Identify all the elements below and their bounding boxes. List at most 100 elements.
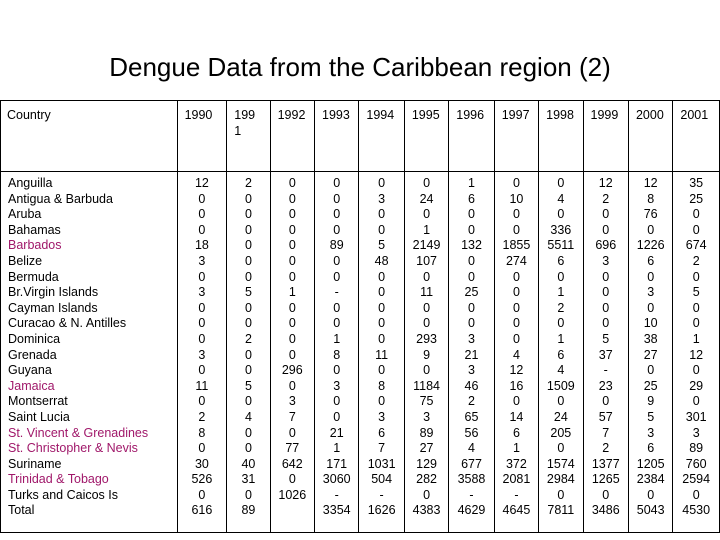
year-column: 0 0 0 0 89 0 0-0 0 1 8 0 3 0 0 21 1 171 3060-3354 bbox=[315, 172, 358, 519]
cell-value: 3 bbox=[602, 253, 610, 268]
cell-value: 1031 bbox=[367, 456, 396, 471]
cell-value: 0 bbox=[602, 394, 610, 409]
cell-value: 0 bbox=[378, 207, 386, 222]
cell-value: 3 bbox=[198, 347, 206, 362]
cell-value: - bbox=[514, 487, 519, 502]
cell-value: 0 bbox=[647, 269, 655, 284]
cell-value: 0 bbox=[378, 222, 386, 237]
cell-value: 0 bbox=[198, 331, 206, 346]
cell-value: 0 bbox=[557, 487, 565, 502]
cell-value: 2 bbox=[602, 191, 610, 206]
header-year: 1992 bbox=[277, 108, 306, 122]
cell-value: 0 bbox=[647, 487, 655, 502]
cell-value: 504 bbox=[371, 472, 393, 487]
country-name: Dominica bbox=[8, 331, 61, 346]
cell-value: 0 bbox=[198, 269, 206, 284]
cell-value: 23 bbox=[598, 378, 613, 393]
data-row: Anguilla Antigua & Barbuda Aruba Bahamas Bar… bbox=[0, 171, 720, 533]
cell-value: 0 bbox=[288, 316, 296, 331]
cell-value: 0 bbox=[692, 207, 700, 222]
cell-value: 89 bbox=[689, 441, 704, 456]
cell-value: 0 bbox=[557, 207, 565, 222]
cell-value: 5 bbox=[244, 285, 252, 300]
cell-value: 0 bbox=[468, 207, 475, 222]
country-name: Jamaica bbox=[8, 378, 55, 393]
cell-value: 2384 bbox=[636, 472, 665, 487]
cell-value: 0 bbox=[692, 300, 700, 315]
country-name: Total bbox=[8, 503, 35, 518]
cell-value: 0 bbox=[244, 487, 252, 502]
cell-value: 0 bbox=[288, 472, 296, 487]
cell-value: 75 bbox=[419, 394, 434, 409]
dengue-table: Country 1990 199 1 1992 1993 1994 1995 1… bbox=[0, 100, 720, 533]
cell-value: 171 bbox=[326, 456, 348, 471]
cell-value: 6 bbox=[557, 347, 565, 362]
cell-value: 21 bbox=[329, 425, 344, 440]
cell-value: 1377 bbox=[591, 456, 620, 471]
cell-value: 0 bbox=[692, 487, 700, 502]
slide-title: Dengue Data from the Caribbean region (2… bbox=[109, 52, 611, 82]
country-name: Curacao & N. Antilles bbox=[8, 316, 127, 331]
cell-value: 0 bbox=[333, 253, 341, 268]
cell-value: 10 bbox=[509, 191, 524, 206]
cell-value: 25 bbox=[464, 285, 479, 300]
cell-value: 760 bbox=[685, 456, 707, 471]
cell-value: 1 bbox=[333, 441, 341, 456]
cell-value: 12 bbox=[689, 347, 704, 362]
cell-value: 7 bbox=[602, 425, 610, 440]
cell-value: 3 bbox=[468, 331, 475, 346]
cell-value: 3 bbox=[198, 285, 206, 300]
cell-value: 3 bbox=[647, 425, 655, 440]
cell-value: 38 bbox=[643, 331, 658, 346]
cell-value: 0 bbox=[288, 347, 296, 362]
cell-value: 0 bbox=[378, 363, 386, 378]
cell-value: 0 bbox=[468, 300, 475, 315]
cell-value: 3 bbox=[468, 363, 475, 378]
cell-value: 3486 bbox=[591, 503, 620, 518]
cell-value: 0 bbox=[423, 176, 431, 190]
cell-value: 0 bbox=[692, 316, 700, 331]
header-country: Country bbox=[7, 108, 51, 122]
year-column: 1 6 0 0 132 0 0 25 0 0 3 21 3 46 2 65 56 4 677 3588-4629 bbox=[449, 172, 493, 519]
cell-value: 274 bbox=[505, 253, 527, 268]
cell-value: 0 bbox=[198, 441, 206, 456]
cell-value: 4383 bbox=[412, 503, 441, 518]
cell-value: 0 bbox=[378, 331, 386, 346]
cell-value: 1 bbox=[468, 176, 475, 190]
year-column: 12 8 76 0 1226 6 0 3 0 10 38 27 0 25 9 5 3 6 1205 2384 0 5043 bbox=[629, 172, 672, 519]
cell-value: 3 bbox=[378, 409, 386, 424]
cell-value: 10 bbox=[643, 316, 658, 331]
cell-value: 89 bbox=[241, 503, 256, 518]
header-year: 1994 bbox=[366, 108, 395, 122]
header-year: 1999 bbox=[590, 108, 619, 122]
cell-value: 0 bbox=[288, 331, 296, 346]
cell-value: 0 bbox=[557, 316, 565, 331]
cell-value: 0 bbox=[647, 300, 655, 315]
cell-value: 7 bbox=[378, 441, 386, 456]
cell-value: 0 bbox=[333, 316, 341, 331]
cell-value: 56 bbox=[464, 425, 479, 440]
cell-value: 0 bbox=[512, 222, 520, 237]
cell-value: 0 bbox=[423, 316, 431, 331]
cell-value: 3 bbox=[198, 253, 206, 268]
cell-value: 0 bbox=[288, 269, 296, 284]
cell-value: 8 bbox=[647, 191, 655, 206]
cell-value: 0 bbox=[244, 347, 252, 362]
cell-value: 0 bbox=[557, 394, 565, 409]
cell-value: 4 bbox=[468, 441, 475, 456]
cell-value: 0 bbox=[423, 487, 431, 502]
cell-value: 282 bbox=[416, 472, 437, 487]
cell-value: 6 bbox=[512, 425, 520, 440]
header-year: 2000 bbox=[635, 108, 664, 122]
cell-value: 0 bbox=[512, 300, 520, 315]
cell-value: 0 bbox=[423, 300, 431, 315]
cell-value: 1 bbox=[423, 222, 431, 237]
cell-value: 0 bbox=[198, 316, 206, 331]
cell-value: 2 bbox=[692, 253, 700, 268]
cell-value: 1026 bbox=[278, 487, 307, 502]
cell-value: 35 bbox=[689, 176, 704, 190]
cell-value: 5 bbox=[692, 285, 700, 300]
cell-value: 0 bbox=[378, 269, 386, 284]
cell-value: 0 bbox=[602, 487, 610, 502]
cell-value: 6 bbox=[557, 253, 565, 268]
